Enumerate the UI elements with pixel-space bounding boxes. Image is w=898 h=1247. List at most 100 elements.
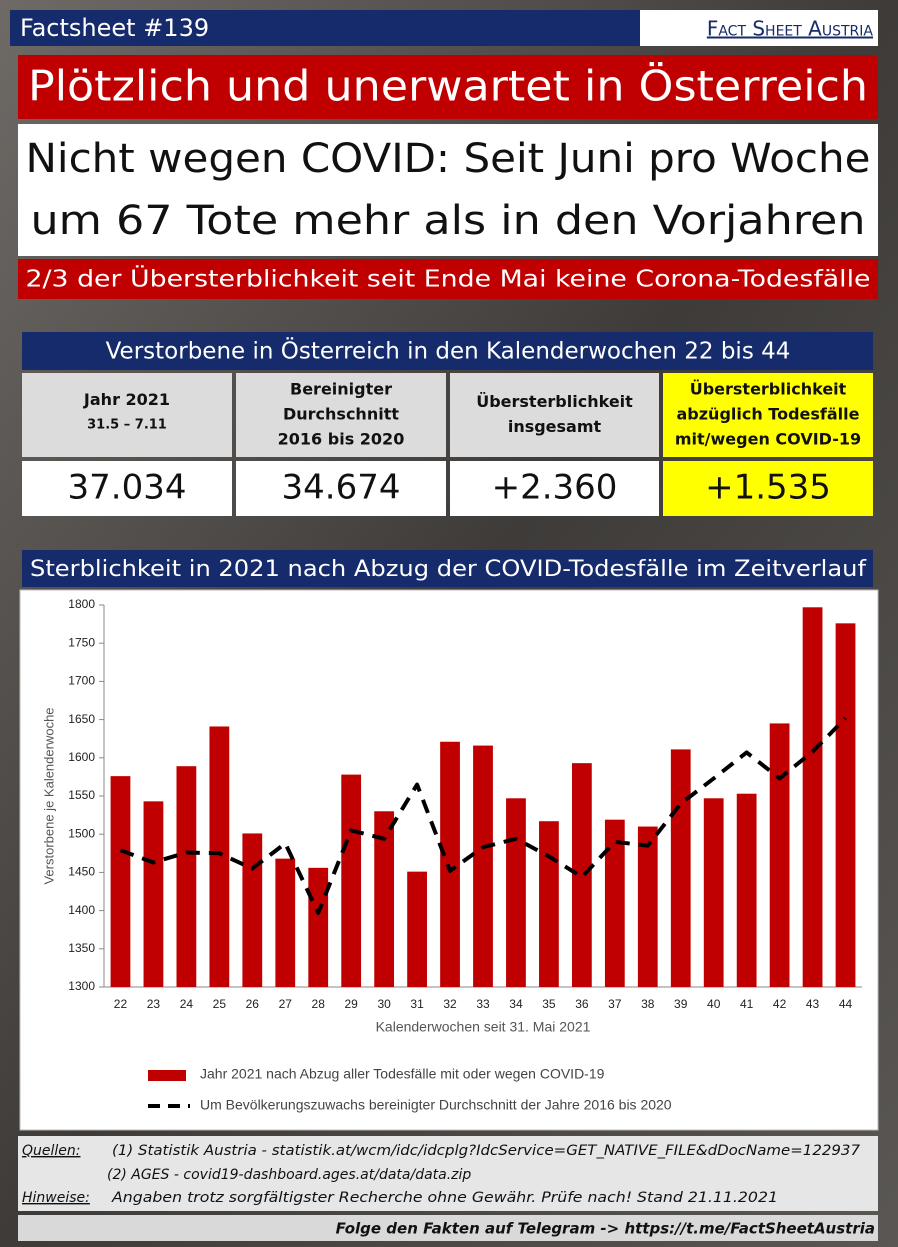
y-axis-title: Verstorbene je Kalenderwoche — [41, 707, 56, 884]
bar — [539, 821, 559, 987]
x-tick-label: 22 — [114, 997, 128, 1011]
bar — [835, 623, 856, 987]
x-tick-label: 34 — [509, 997, 523, 1011]
bar — [440, 741, 460, 987]
telegram-box — [18, 1215, 878, 1241]
x-tick-label: 30 — [377, 997, 391, 1011]
header-text: Übersterblichkeit — [476, 392, 633, 411]
bar — [308, 867, 329, 987]
brand: Fact Sheet Austria — [707, 17, 874, 41]
bar — [473, 745, 493, 987]
y-tick-label: 1300 — [68, 979, 95, 993]
x-tick-label: 25 — [213, 997, 227, 1011]
x-tick-label: 39 — [674, 997, 688, 1011]
value-cell — [22, 461, 232, 516]
y-tick-label: 1450 — [68, 865, 95, 879]
legend-label: Um Bevölkerungszuwachs bereinigter Durch… — [200, 1097, 672, 1113]
headline-box — [18, 55, 878, 119]
bar — [209, 726, 230, 987]
bar — [275, 858, 296, 987]
x-tick-label: 41 — [740, 997, 754, 1011]
value-cell — [236, 461, 446, 516]
value-cell — [450, 461, 659, 516]
sources-label: Quellen: — [22, 1143, 81, 1159]
bar — [703, 798, 724, 987]
x-tick-label: 36 — [575, 997, 589, 1011]
value-text: +1.535 — [705, 468, 831, 508]
x-tick-label: 32 — [443, 997, 457, 1011]
bar — [242, 833, 263, 987]
x-tick-label: 28 — [312, 997, 326, 1011]
bar — [143, 801, 164, 987]
x-tick-label: 29 — [344, 997, 358, 1011]
bar — [670, 749, 691, 987]
headline: Plötzlich und unerwartet in Österreich — [28, 61, 868, 111]
subheadline-box — [18, 124, 878, 256]
x-tick-label: 26 — [246, 997, 260, 1011]
bar — [341, 774, 362, 987]
factsheet-label: Factsheet #139 — [20, 14, 209, 42]
notes-label: Hinweise: — [22, 1190, 90, 1206]
tagline: 2/3 der Übersterblichkeit seit Ende Mai … — [26, 265, 871, 293]
y-tick-label: 1400 — [68, 903, 95, 917]
x-tick-label: 24 — [180, 997, 194, 1011]
bar — [506, 798, 526, 987]
header-cell — [450, 373, 659, 457]
x-tick-label: 38 — [641, 997, 655, 1011]
header-text: insgesamt — [508, 417, 602, 436]
header-cell — [22, 373, 232, 457]
value-text: 37.034 — [68, 468, 187, 508]
subheadline: um 67 Tote mehr als in den Vorjahren — [31, 198, 866, 244]
source: (2) AGES - covid19-dashboard.ages.at/dat… — [107, 1167, 471, 1183]
x-tick-label: 44 — [839, 997, 853, 1011]
x-tick-label: 27 — [279, 997, 293, 1011]
value-text: +2.360 — [492, 468, 618, 508]
bar — [802, 607, 823, 987]
header-text: mit/wegen COVID-19 — [675, 430, 861, 449]
header-text: Durchschnitt — [283, 405, 399, 424]
bar — [769, 723, 790, 987]
table-title: Verstorbene in Österreich in den Kalende… — [106, 337, 791, 365]
table-title-box — [22, 332, 873, 370]
header-text: 31.5 – 7.11 — [87, 418, 167, 433]
y-tick-label: 1500 — [68, 826, 95, 840]
subheadline: Nicht wegen COVID: Seit Juni pro Woche — [26, 136, 871, 182]
footer-box — [18, 1136, 878, 1211]
source: (1) Statistik Austria - statistik.at/wcm… — [112, 1143, 860, 1159]
line — [119, 716, 847, 915]
telegram[interactable]: Folge den Fakten auf Telegram -> https:/… — [336, 1220, 875, 1238]
notes: Angaben trotz sorgfältigster Recherche o… — [111, 1190, 778, 1206]
header-text: 2016 bis 2020 — [278, 430, 405, 449]
bar — [604, 819, 625, 987]
header-text: abzüglich Todesfälle — [676, 405, 859, 424]
table: Jahr 2021 31.5 – 7.11 37.034 Bereinigter Dur… — [22, 373, 873, 516]
header-text: Jahr 2021 — [83, 390, 170, 409]
x-tick-label: 42 — [773, 997, 787, 1011]
y-tick-label: 1750 — [68, 635, 95, 649]
x-tick-label: 23 — [147, 997, 161, 1011]
header-cell — [236, 373, 446, 457]
y-tick-label: 1550 — [68, 788, 95, 802]
tagline-box — [18, 259, 878, 299]
x-tick-label: 40 — [707, 997, 721, 1011]
legend-label: Jahr 2021 nach Abzug aller Todesfälle mi… — [200, 1066, 605, 1082]
y-tick-label: 1800 — [68, 597, 95, 611]
header-cell — [663, 373, 873, 457]
value-text: 34.674 — [282, 468, 401, 508]
header-text: Übersterblichkeit — [690, 380, 847, 399]
y-tick-label: 1600 — [68, 750, 95, 764]
x-tick-label: 37 — [608, 997, 622, 1011]
bar — [110, 776, 131, 987]
x-tick-label: 35 — [542, 997, 556, 1011]
y-tick-label: 1700 — [68, 674, 95, 688]
y-tick-label: 1650 — [68, 712, 95, 726]
brand-box — [640, 10, 878, 46]
bar — [176, 766, 197, 987]
bar — [637, 826, 658, 987]
bar — [407, 871, 427, 987]
value-cell — [663, 461, 873, 516]
y-tick-label: 1350 — [68, 941, 95, 955]
label-box — [10, 10, 640, 46]
